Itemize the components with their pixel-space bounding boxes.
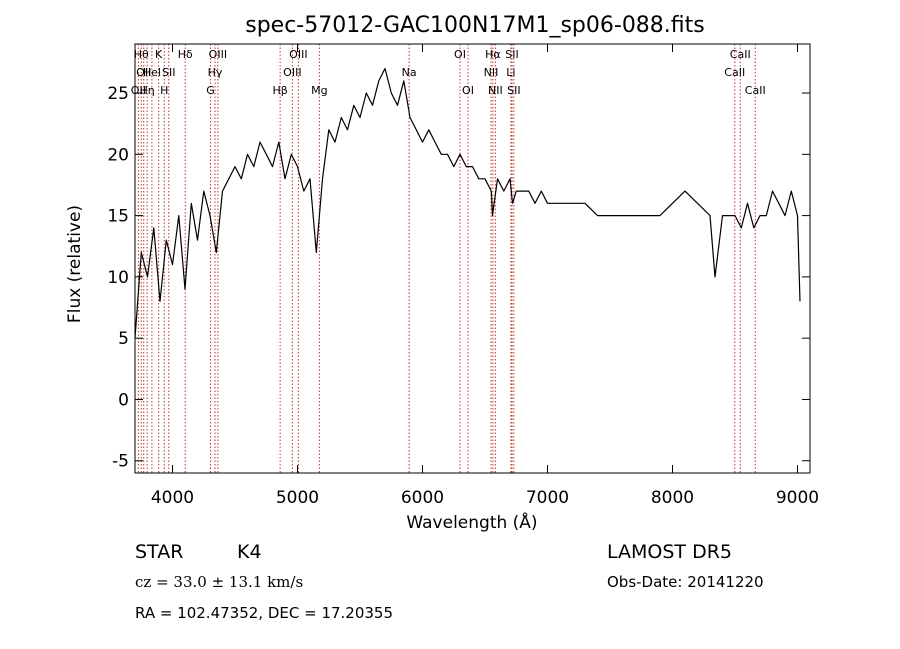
x-axis-ticks: 4000 5000 6000 7000 8000 9000 [151,44,819,508]
line-label: Hθ [134,48,149,61]
x-tick-label: 5000 [276,488,319,508]
line-label: CaII [745,84,766,97]
survey-name: LAMOST DR5 [607,541,732,563]
line-label: Na [402,66,417,79]
observation-date: Obs-Date: 20141220 [607,573,764,591]
line-label: SII [162,66,175,79]
y-axis-ticks: -5 0 5 10 15 20 25 [107,84,810,472]
plot-frame [134,43,811,474]
y-tick-label: 15 [107,207,129,227]
line-label: SII [505,48,518,61]
line-label: NII [484,66,499,79]
line-label: H [160,84,168,97]
line-label: OII [136,66,151,79]
spectral-line-markers [137,44,756,473]
y-tick-label: -5 [112,452,129,472]
spectrum-line [134,67,801,339]
line-label: NII [488,84,503,97]
line-label: CaII [724,66,745,79]
x-tick-label: 4000 [151,488,194,508]
object-class: STAR [135,541,183,563]
line-label: OIII [283,66,301,79]
line-label: Hβ [272,84,287,97]
line-label: Li [506,66,515,79]
redshift-velocity: cz = 33.0 ± 13.1 km/s [135,573,303,591]
line-label: Hα [485,48,501,61]
x-tick-label: 6000 [401,488,444,508]
line-label: OI [462,84,474,97]
y-tick-label: 20 [107,145,129,165]
line-label: Mg [311,84,327,97]
y-tick-label: 10 [107,268,129,288]
line-label: OI [454,48,466,61]
x-axis-label: Wavelength (Å) [406,511,537,533]
line-label: CaII [730,48,751,61]
line-label: Hη [140,84,155,97]
x-tick-label: 7000 [526,488,569,508]
x-tick-label: 8000 [651,488,694,508]
line-label: K [155,48,163,61]
line-label: OIII [209,48,227,61]
y-tick-label: 25 [107,84,129,104]
y-axis-label: Flux (relative) [65,205,85,323]
chart-title: spec-57012-GAC100N17M1_sp06-088.fits [245,13,705,38]
line-label: OIII [289,48,307,61]
line-label: Hδ [178,48,193,61]
line-label: Hγ [208,66,223,79]
line-label: SII [507,84,520,97]
line-label: Hel [143,66,161,79]
object-subclass: K4 [237,541,262,563]
spectral-line-labels: OIIHθOIIHηHelKHSIIHδGHγOIIIHβOIIIOIIIMgN… [131,48,766,97]
line-label: G [206,84,215,97]
y-tick-label: 0 [118,390,129,410]
sky-coordinates: RA = 102.47352, DEC = 17.20355 [135,604,393,622]
y-tick-label: 5 [118,329,129,349]
x-tick-label: 9000 [776,488,819,508]
